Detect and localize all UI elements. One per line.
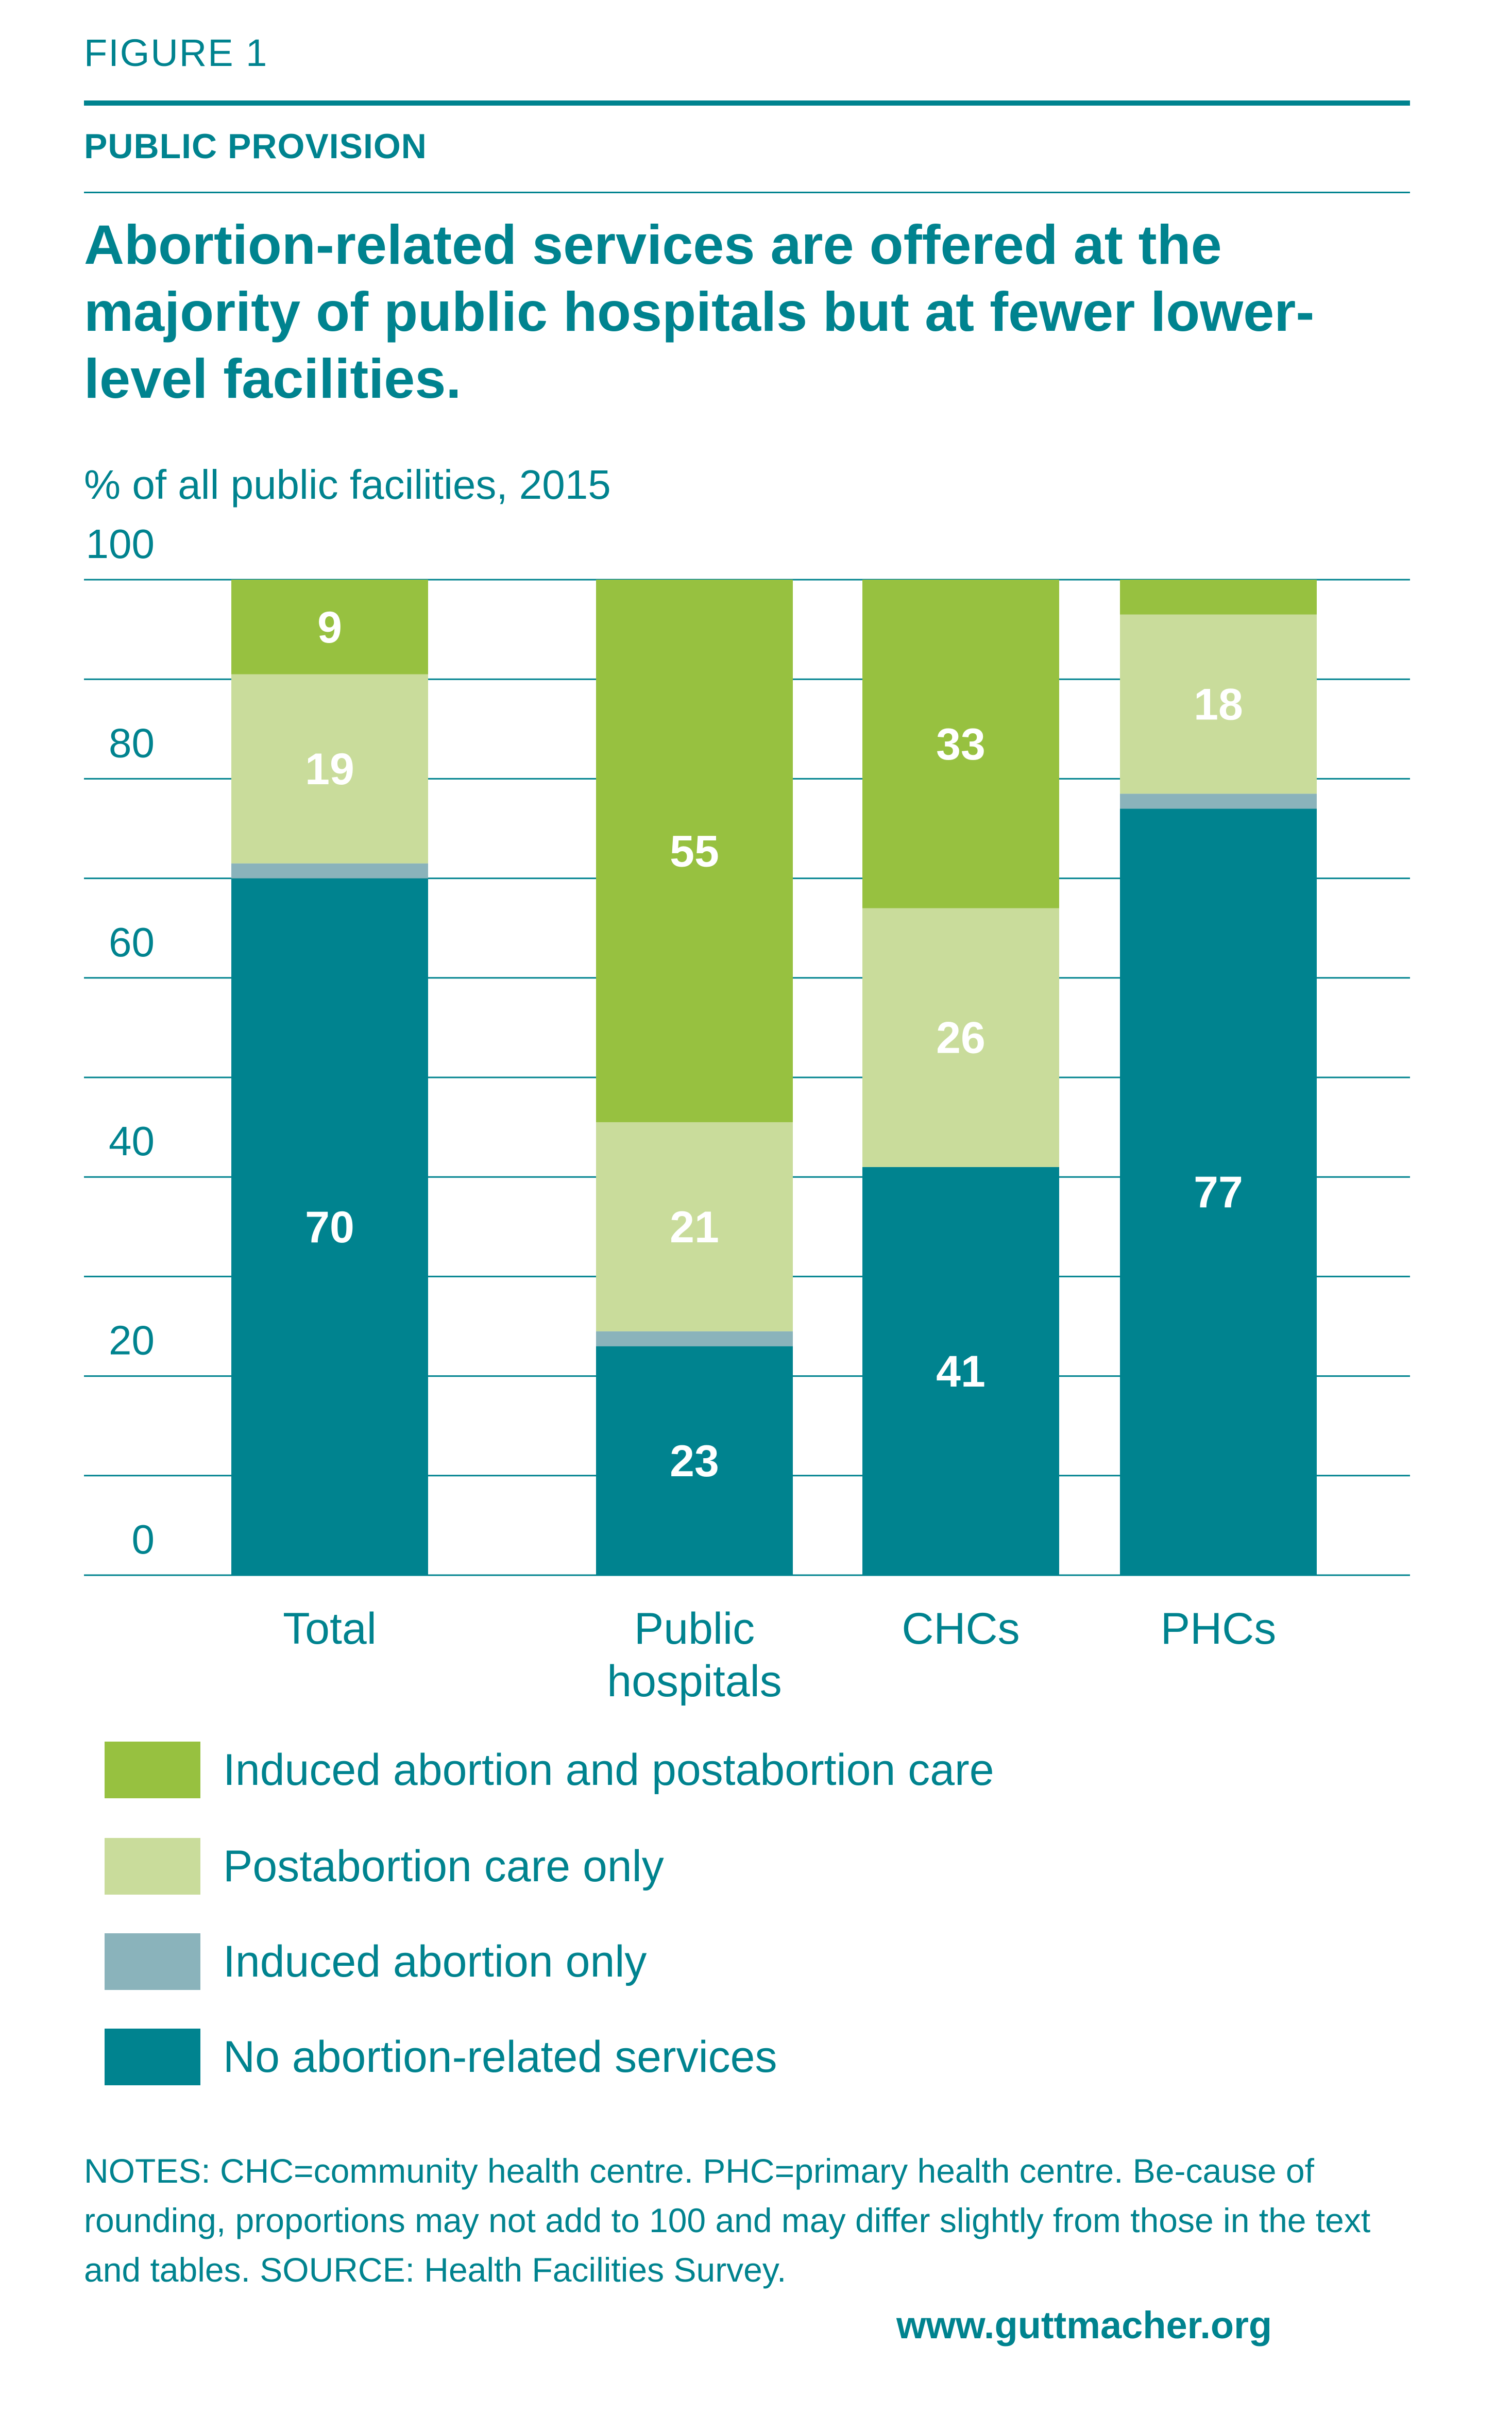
figure-label: FIGURE 1	[84, 31, 268, 74]
bar-segment	[862, 580, 1059, 908]
x-category-label: CHCs	[902, 1604, 1020, 1653]
x-axis-categories: Total Public hospitals CHCs PHCs	[283, 1604, 1276, 1706]
bars	[231, 580, 1317, 1575]
bar-value-labels: 70 19 9 23 21 55 41 26 33 77 18	[305, 603, 1243, 1486]
bar-segment	[596, 1346, 793, 1575]
y-tick-label: 20	[109, 1318, 155, 1363]
bar-value-label: 21	[670, 1203, 719, 1252]
bar-segment	[1120, 580, 1317, 615]
notes: NOTES: CHC=community health centre. PHC=…	[84, 2152, 1371, 2289]
legend-item: No abortion-related services	[105, 2029, 777, 2085]
legend-item: Induced abortion only	[105, 1933, 647, 1990]
bar-segment	[231, 863, 428, 879]
x-category-label: PHCs	[1161, 1604, 1277, 1653]
bar-segment	[596, 580, 793, 1122]
top-rule	[84, 100, 1410, 106]
bar-value-label: 33	[936, 720, 986, 769]
x-category-label: Public hospitals	[607, 1604, 782, 1706]
legend-label: Induced abortion and postabortion care	[223, 1745, 994, 1795]
bar-value-label: 26	[936, 1014, 986, 1063]
legend-swatch	[105, 1933, 200, 1990]
bar-segment	[596, 1122, 793, 1331]
y-axis-unit-label: % of all public facilities, 2015	[84, 462, 611, 508]
bar-value-label: 23	[670, 1437, 719, 1486]
bar-segment	[231, 674, 428, 864]
y-tick-label: 60	[109, 919, 155, 965]
bar-segment	[862, 1167, 1059, 1575]
legend-item: Induced abortion and postabortion care	[105, 1742, 994, 1798]
chart-title: Abortion-related services are offered at…	[84, 213, 1315, 410]
y-axis-ticks: 0 20 40 60 80 100	[86, 521, 155, 1562]
legend-swatch	[105, 1838, 200, 1895]
y-tick-label: 40	[109, 1118, 155, 1164]
stacked-bar-chart: 70 19 9 23 21 55 41 26 33 77 18 0 20 40 60 80 100 Total…	[84, 521, 1410, 1706]
x-category-label: Total	[283, 1604, 377, 1653]
section-label: PUBLIC PROVISION	[84, 127, 427, 166]
bar-value-label: 77	[1194, 1168, 1243, 1217]
legend-swatch	[105, 1742, 200, 1798]
legend-item: Postabortion care only	[105, 1838, 664, 1895]
bar-value-label: 9	[317, 603, 342, 652]
bar-segment	[596, 1331, 793, 1346]
bar-segment	[231, 878, 428, 1575]
bar-value-label: 70	[305, 1203, 354, 1252]
bar-segment	[1120, 794, 1317, 809]
bar-segment	[862, 908, 1059, 1167]
y-tick-label: 100	[86, 521, 155, 567]
legend-label: Induced abortion only	[223, 1936, 647, 1986]
bar-segment	[231, 580, 428, 674]
legend-label: No abortion-related services	[223, 2032, 777, 2082]
bar-segment	[1120, 808, 1317, 1575]
bar-value-label: 19	[305, 745, 354, 794]
legend-swatch	[105, 2029, 200, 2085]
bar-value-label: 18	[1194, 680, 1243, 730]
section-rule	[84, 192, 1410, 193]
y-tick-label: 0	[132, 1516, 155, 1562]
bar-value-label: 41	[936, 1347, 986, 1396]
bar-value-label: 55	[670, 826, 719, 876]
source-url: www.guttmacher.org	[896, 2304, 1272, 2347]
bar-segment	[1120, 614, 1317, 794]
y-tick-label: 80	[109, 720, 155, 766]
legend-label: Postabortion care only	[223, 1841, 664, 1891]
